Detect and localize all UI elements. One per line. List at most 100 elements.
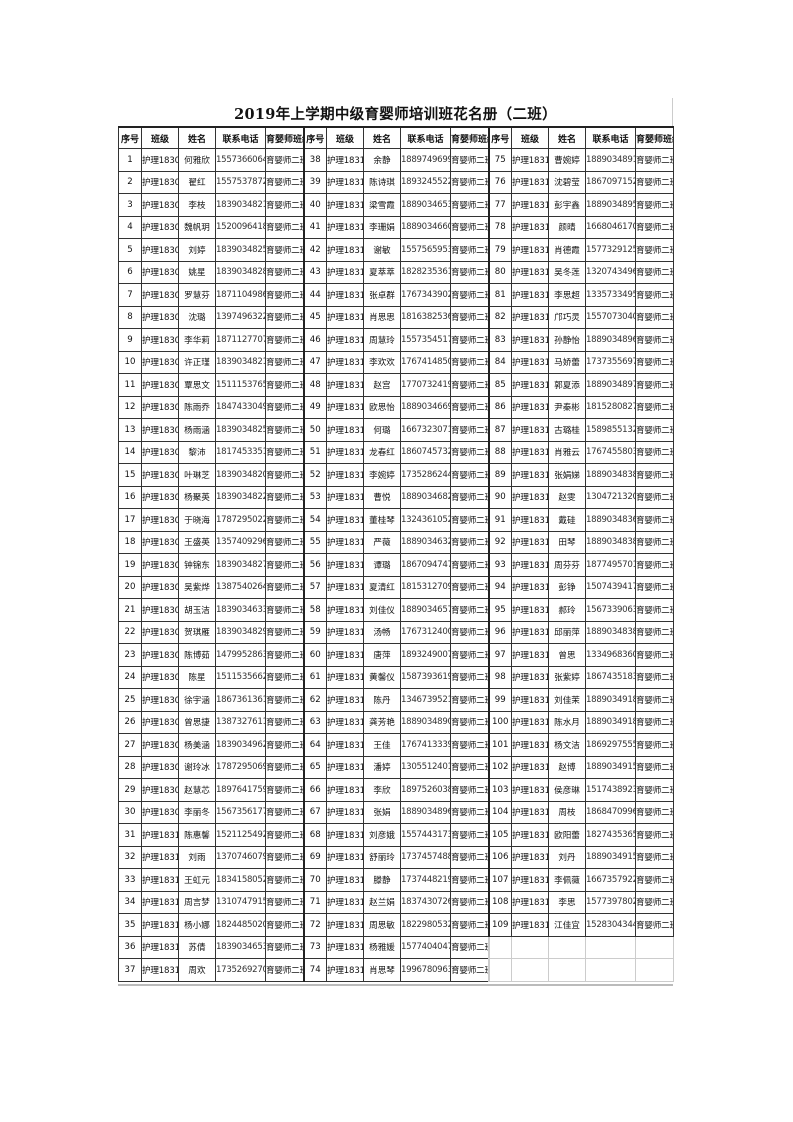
cell-phone: 15773978025 — [585, 890, 636, 914]
cell-name: 周芬芬 — [548, 553, 586, 577]
cell-name: 覃思文 — [178, 373, 216, 397]
cell-phone: 17707324195 — [400, 373, 451, 397]
cell-seq: 54 — [302, 508, 327, 532]
cell-group: 育婴师二班 — [265, 935, 304, 959]
cell-group: 育婴师二班 — [635, 823, 674, 847]
cell-phone: 18390348253 — [215, 418, 266, 442]
roster-table: 序号班级姓名联系电话育婴师班级序号班级姓名联系电话育婴师班级序号班级姓名联系电话… — [118, 126, 674, 982]
cell-name: 曾思 — [548, 643, 586, 667]
table-row: 33护理18310王虹元18341580523育婴师二班70护理18311滕静1… — [118, 868, 674, 892]
cell-name: 叶琳芝 — [178, 463, 216, 487]
cell-seq: 85 — [487, 373, 512, 397]
cell-seq: 28 — [118, 755, 142, 779]
cell-class: 护理18311 — [326, 935, 364, 959]
cell-phone: 18932490072 — [400, 643, 451, 667]
cell-name: 张娟娣 — [548, 463, 586, 487]
cell-class: 护理18310 — [326, 485, 364, 509]
cell-seq: 36 — [118, 935, 142, 959]
cell-class: 护理18311 — [326, 643, 364, 667]
cell-class: 护理18309 — [141, 643, 179, 667]
cell-phone: 18890348362 — [585, 508, 636, 532]
cell-phone: 18890348965 — [400, 800, 451, 824]
cell-phone: 15673390637 — [585, 598, 636, 622]
cell-name: 刘彦娥 — [363, 823, 401, 847]
cell-seq: 59 — [302, 620, 327, 644]
cell-name: 刘丹 — [548, 845, 586, 869]
cell-group: 育婴师二班 — [635, 665, 674, 689]
cell-seq: 46 — [302, 328, 327, 352]
cell-phone: 13243610521 — [400, 508, 451, 532]
cell-name: 肖思琴 — [363, 958, 401, 982]
cell-class: 护理18313 — [511, 890, 549, 914]
cell-seq: 39 — [302, 170, 327, 194]
cell-name — [548, 958, 586, 982]
cell-name: 曹婉婷 — [548, 148, 586, 172]
cell-seq: 96 — [487, 620, 512, 644]
cell-class: 护理18313 — [511, 733, 549, 757]
cell-group: 育婴师二班 — [265, 733, 304, 757]
cell-class: 护理18310 — [326, 395, 364, 419]
cell-class: 护理18309 — [141, 800, 179, 824]
cell-name: 肖德霞 — [548, 238, 586, 262]
cell-class: 护理18312 — [511, 665, 549, 689]
cell-group: 育婴师二班 — [635, 755, 674, 779]
cell-group: 育婴师二班 — [635, 238, 674, 262]
cell-phone: 15115356625 — [215, 665, 266, 689]
cell-group: 育婴师二班 — [450, 193, 489, 217]
cell-phone: 17872950692 — [215, 755, 266, 779]
cell-name: 李珊娟 — [363, 215, 401, 239]
cell-seq: 32 — [118, 845, 142, 869]
cell-name: 张卓群 — [363, 283, 401, 307]
cell-phone: 18890348907 — [400, 710, 451, 734]
cell-name: 周枝 — [548, 800, 586, 824]
cell-phone: 18607457323 — [400, 440, 451, 464]
cell-name: 曹悦 — [363, 485, 401, 509]
cell-seq: 100 — [487, 710, 512, 734]
cell-name: 沈璐 — [178, 305, 216, 329]
cell-group: 育婴师二班 — [635, 575, 674, 599]
table-row: 18护理18308王盛英13574092966育婴师二班55护理18310严薇1… — [118, 530, 674, 554]
column-header-group: 育婴师班级 — [265, 126, 304, 149]
cell-name: 魏帆玥 — [178, 215, 216, 239]
cell-name: 彭铮 — [548, 575, 586, 599]
cell-name: 夏萃萃 — [363, 260, 401, 284]
cell-class: 护理18311 — [511, 373, 549, 397]
cell-group — [635, 958, 674, 982]
cell-group: 育婴师二班 — [265, 530, 304, 554]
column-header-group: 育婴师班级 — [635, 126, 674, 149]
cell-class: 护理18310 — [326, 260, 364, 284]
cell-seq: 10 — [118, 350, 142, 374]
cell-group: 育婴师二班 — [635, 260, 674, 284]
cell-seq: 19 — [118, 553, 142, 577]
cell-phone: 18890348957 — [585, 193, 636, 217]
cell-class: 护理18311 — [511, 305, 549, 329]
cell-class: 护理18313 — [511, 868, 549, 892]
table-row: 11护理18308覃思文15111537653育婴师二班48护理18310赵宫1… — [118, 373, 674, 397]
cell-phone: 18390348290 — [215, 620, 266, 644]
cell-seq: 4 — [118, 215, 142, 239]
table-row: 30护理18309李丽冬15673561776育婴师二班67护理18311张娟1… — [118, 800, 674, 824]
cell-phone: 13047213202 — [585, 485, 636, 509]
cell-seq: 8 — [118, 305, 142, 329]
cell-name: 赵宫 — [363, 373, 401, 397]
cell-name: 周欢 — [178, 958, 216, 982]
cell-group: 育婴师二班 — [450, 440, 489, 464]
cell-name: 赵慧芯 — [178, 778, 216, 802]
cell-phone: 18890346322 — [400, 530, 451, 554]
column-header-seq: 序号 — [487, 126, 512, 149]
cell-name: 陈诗琪 — [363, 170, 401, 194]
cell-phone: 15673561776 — [215, 800, 266, 824]
cell-seq: 64 — [302, 733, 327, 757]
cell-seq: 22 — [118, 620, 142, 644]
cell-group: 育婴师二班 — [265, 800, 304, 824]
cell-group: 育婴师二班 — [635, 530, 674, 554]
cell-group: 育婴师二班 — [265, 418, 304, 442]
cell-group: 育婴师二班 — [265, 823, 304, 847]
cell-phone: 13055124011 — [400, 755, 451, 779]
table-row: 10护理18308许正瑾18390348211育婴师二班47护理18310李欢欢… — [118, 350, 674, 374]
cell-name: 邝巧灵 — [548, 305, 586, 329]
cell-seq: 26 — [118, 710, 142, 734]
cell-seq — [487, 958, 512, 982]
cell-group: 育婴师二班 — [450, 845, 489, 869]
column-header-class: 班级 — [326, 126, 364, 149]
